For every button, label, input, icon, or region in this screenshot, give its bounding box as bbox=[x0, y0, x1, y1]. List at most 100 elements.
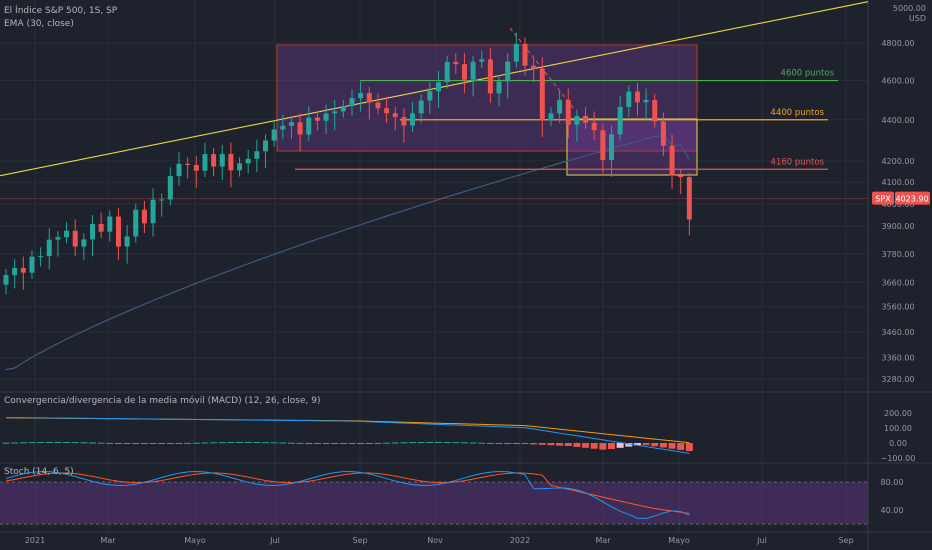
candle-body-78 bbox=[678, 175, 684, 178]
macd-hist-bar-5 bbox=[45, 441, 53, 443]
candle-body-32 bbox=[280, 125, 286, 130]
macd-hist-bar-69 bbox=[599, 443, 607, 450]
candle-body-40 bbox=[349, 98, 355, 107]
macd-hist-bar-1 bbox=[11, 442, 19, 444]
time-tick-3: Jul bbox=[269, 536, 280, 545]
candle-body-49 bbox=[427, 91, 433, 101]
candle-body-69 bbox=[600, 130, 606, 160]
candle-body-21 bbox=[185, 163, 191, 166]
stoch-k-line bbox=[5, 470, 690, 519]
macd-hist-bar-55 bbox=[478, 442, 486, 444]
ema-line bbox=[5, 134, 690, 371]
macd-hist-bar-40 bbox=[348, 443, 356, 444]
price-tick-3: 3560.00 bbox=[881, 303, 914, 312]
candle-body-16 bbox=[141, 209, 147, 224]
candle-body-53 bbox=[461, 64, 467, 80]
macd-hist-bar-41 bbox=[357, 443, 365, 444]
candle-body-1 bbox=[12, 267, 18, 276]
macd-hist-bar-65 bbox=[564, 443, 572, 446]
macd-hist-bar-44 bbox=[383, 442, 391, 444]
candle-body-58 bbox=[505, 61, 511, 82]
macd-hist-bar-46 bbox=[400, 442, 408, 444]
macd-hist-bar-6 bbox=[54, 441, 62, 443]
candle-body-30 bbox=[263, 140, 268, 152]
candle-body-20 bbox=[176, 163, 182, 177]
macd-hist-bar-42 bbox=[365, 443, 373, 444]
candle-body-62 bbox=[539, 68, 545, 121]
macd-hist-bar-43 bbox=[374, 442, 382, 444]
badge-symbol: SPX bbox=[875, 195, 891, 204]
macd-hist-bar-34 bbox=[296, 442, 304, 444]
macd-hist-bar-51 bbox=[443, 442, 451, 444]
price-axis[interactable]: 3280.00 3360.00 3460.00 3560.00 3660.00 3780.… bbox=[881, 39, 916, 515]
macd-hist-bar-10 bbox=[89, 442, 96, 444]
candle-body-29 bbox=[254, 151, 260, 159]
price-tick-0: 3280.00 bbox=[881, 375, 914, 384]
candle-body-59 bbox=[513, 43, 519, 62]
macd-hist-bar-47 bbox=[409, 442, 417, 444]
candle-body-70 bbox=[609, 134, 614, 160]
time-tick-7: Mar bbox=[595, 536, 611, 545]
macd-hist-bar-56 bbox=[486, 442, 494, 444]
time-tick-9: Jul bbox=[756, 536, 767, 545]
candle-body-35 bbox=[306, 117, 312, 135]
candle-body-34 bbox=[297, 122, 303, 135]
candle-body-5 bbox=[46, 239, 52, 257]
candle-body-72 bbox=[626, 91, 632, 108]
macd-hist-bar-45 bbox=[391, 442, 399, 444]
macd-hist-bar-0 bbox=[2, 442, 10, 444]
candle-body-71 bbox=[617, 107, 623, 135]
macd-hist-bar-39 bbox=[339, 443, 347, 444]
price-tick-11: 4600.00 bbox=[881, 77, 914, 86]
time-tick-0: 2021 bbox=[25, 536, 45, 545]
candle-body-10 bbox=[90, 223, 95, 240]
chart-title: El Índice S&P 500, 1S, SP bbox=[4, 6, 118, 16]
candle-body-60 bbox=[522, 43, 528, 66]
candle-body-50 bbox=[436, 82, 441, 92]
price-tick-6: 3900.00 bbox=[881, 222, 914, 231]
candle-body-63 bbox=[548, 113, 554, 121]
candle-body-39 bbox=[340, 106, 346, 112]
time-axis[interactable]: 2021 Mar Mayo Jul Sep Nov 2022 Mar Mayo Jul Sep bbox=[25, 536, 854, 545]
corner-value: 5000.00 bbox=[892, 4, 926, 13]
macd-hist-bar-31 bbox=[270, 442, 278, 444]
candle-body-46 bbox=[401, 117, 407, 126]
macd-line bbox=[5, 417, 690, 454]
candle-body-56 bbox=[487, 59, 493, 94]
price-tick-5: 3780.00 bbox=[881, 250, 914, 259]
macd-hist-bar-66 bbox=[573, 443, 581, 447]
candle-body-12 bbox=[107, 216, 113, 232]
macd-hist-bar-79 bbox=[685, 443, 693, 452]
macd-hist-bar-48 bbox=[417, 442, 425, 444]
time-tick-10: Sep bbox=[838, 536, 853, 545]
macd-hist-bar-32 bbox=[279, 442, 287, 444]
macd-hist-bar-78 bbox=[677, 443, 685, 450]
macd-hist-bar-9 bbox=[80, 442, 88, 444]
candle-body-73 bbox=[634, 91, 640, 103]
macd-hist-bar-68 bbox=[590, 443, 598, 449]
price-tick-9: 4200.00 bbox=[881, 157, 914, 166]
macd-hist-bar-74 bbox=[642, 443, 650, 446]
ema-line-group bbox=[5, 134, 690, 371]
macd-hist-bar-21 bbox=[184, 442, 192, 444]
stoch-legend: Stoch (14, 6, 5) bbox=[4, 467, 74, 477]
macd-hist-bar-67 bbox=[582, 443, 590, 448]
candle-body-19 bbox=[167, 176, 173, 200]
macd-hist-bar-52 bbox=[452, 442, 460, 444]
macd-hist-bar-24 bbox=[210, 442, 218, 444]
macd-hist-bar-30 bbox=[262, 442, 269, 444]
macd-hist-bar-64 bbox=[556, 443, 564, 446]
level-label-4160: 4160 puntos bbox=[771, 157, 825, 167]
candle-body-48 bbox=[418, 100, 424, 114]
highlight-zones bbox=[276, 44, 698, 176]
macd-hist-bar-49 bbox=[426, 441, 434, 443]
macd-legend: Convergencia/divergencia de la media móv… bbox=[4, 396, 321, 406]
candle-body-18 bbox=[159, 199, 165, 201]
badge-symbol-box bbox=[872, 191, 894, 205]
macd-hist-bar-72 bbox=[625, 443, 633, 447]
candle-body-36 bbox=[314, 117, 320, 121]
candle-body-77 bbox=[669, 145, 675, 176]
macd-hist-bar-20 bbox=[175, 443, 183, 444]
stoch-tick-1: 40.00 bbox=[881, 506, 904, 515]
